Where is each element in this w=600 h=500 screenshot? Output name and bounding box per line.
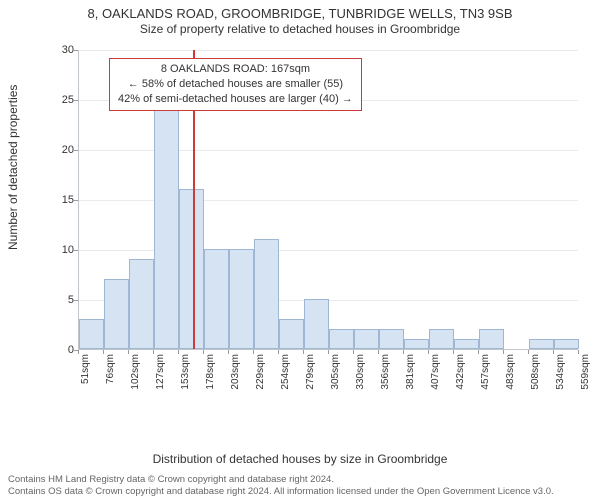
histogram-bar — [554, 339, 579, 349]
x-tick-mark — [328, 350, 329, 354]
x-tick-mark — [228, 350, 229, 354]
y-tick-label: 20 — [50, 144, 74, 156]
x-tick-label: 153sqm — [180, 354, 191, 394]
x-tick-label: 356sqm — [380, 354, 391, 394]
y-axis-label: Number of detached properties — [6, 85, 20, 250]
histogram-bar — [429, 329, 454, 349]
x-tick-mark — [353, 350, 354, 354]
histogram-bar — [279, 319, 304, 349]
x-tick-mark — [78, 350, 79, 354]
histogram-bar — [129, 259, 154, 349]
x-tick-label: 76sqm — [105, 354, 116, 394]
x-tick-label: 508sqm — [530, 354, 541, 394]
x-tick-mark — [178, 350, 179, 354]
histogram-bar — [304, 299, 329, 349]
x-tick-label: 127sqm — [155, 354, 166, 394]
x-tick-label: 534sqm — [555, 354, 566, 394]
y-tick-label: 5 — [50, 294, 74, 306]
y-tick-label: 10 — [50, 244, 74, 256]
x-tick-mark — [553, 350, 554, 354]
title-block: 8, OAKLANDS ROAD, GROOMBRIDGE, TUNBRIDGE… — [0, 0, 600, 36]
x-tick-label: 229sqm — [255, 354, 266, 394]
histogram-bar — [179, 189, 204, 349]
y-tick-label: 15 — [50, 194, 74, 206]
histogram-bar — [229, 249, 254, 349]
x-tick-mark — [428, 350, 429, 354]
footer-attribution: Contains HM Land Registry data © Crown c… — [8, 474, 554, 498]
histogram-bar — [254, 239, 279, 349]
y-tick-label: 0 — [50, 344, 74, 356]
page-title: 8, OAKLANDS ROAD, GROOMBRIDGE, TUNBRIDGE… — [0, 6, 600, 21]
x-tick-mark — [578, 350, 579, 354]
x-tick-mark — [253, 350, 254, 354]
histogram-bar — [454, 339, 479, 349]
annotation-box: 8 OAKLANDS ROAD: 167sqm← 58% of detached… — [109, 58, 362, 111]
x-tick-mark — [303, 350, 304, 354]
x-tick-label: 254sqm — [280, 354, 291, 394]
histogram-bar — [404, 339, 429, 349]
x-tick-label: 483sqm — [505, 354, 516, 394]
footer-line: Contains OS data © Crown copyright and d… — [8, 486, 554, 498]
x-tick-mark — [128, 350, 129, 354]
x-tick-label: 457sqm — [480, 354, 491, 394]
x-tick-mark — [478, 350, 479, 354]
histogram-bar — [329, 329, 354, 349]
x-tick-mark — [453, 350, 454, 354]
x-tick-mark — [103, 350, 104, 354]
footer-line: Contains HM Land Registry data © Crown c… — [8, 474, 554, 486]
histogram-bar — [529, 339, 554, 349]
histogram-bar — [379, 329, 404, 349]
x-tick-label: 51sqm — [80, 354, 91, 394]
chart-area: 0 5 10 15 20 25 30 8 OAKLANDS ROAD: 167sqm← 58… — [50, 44, 578, 404]
x-tick-label: 305sqm — [330, 354, 341, 394]
histogram-bar — [204, 249, 229, 349]
x-tick-mark — [528, 350, 529, 354]
gridline-h — [79, 50, 578, 51]
page-subtitle: Size of property relative to detached ho… — [0, 22, 600, 36]
x-tick-mark — [503, 350, 504, 354]
x-tick-mark — [203, 350, 204, 354]
histogram-bar — [479, 329, 504, 349]
annotation-line: 42% of semi-detached houses are larger (… — [118, 92, 353, 107]
annotation-line: 8 OAKLANDS ROAD: 167sqm — [118, 62, 353, 77]
histogram-bar — [79, 319, 104, 349]
x-tick-label: 178sqm — [205, 354, 216, 394]
x-tick-mark — [278, 350, 279, 354]
x-tick-label: 203sqm — [230, 354, 241, 394]
x-tick-mark — [378, 350, 379, 354]
plot-area: 8 OAKLANDS ROAD: 167sqm← 58% of detached… — [78, 50, 578, 350]
annotation-line: ← 58% of detached houses are smaller (55… — [118, 77, 353, 92]
histogram-bar — [354, 329, 379, 349]
x-tick-label: 279sqm — [305, 354, 316, 394]
histogram-bar — [154, 99, 179, 349]
x-tick-label: 330sqm — [355, 354, 366, 394]
histogram-bar — [104, 279, 129, 349]
x-tick-mark — [403, 350, 404, 354]
x-tick-label: 432sqm — [455, 354, 466, 394]
y-tick-label: 30 — [50, 44, 74, 56]
x-axis-label: Distribution of detached houses by size … — [0, 452, 600, 466]
x-tick-mark — [153, 350, 154, 354]
x-tick-label: 559sqm — [580, 354, 591, 394]
x-tick-label: 102sqm — [130, 354, 141, 394]
y-tick-label: 25 — [50, 94, 74, 106]
x-tick-label: 407sqm — [430, 354, 441, 394]
x-tick-label: 381sqm — [405, 354, 416, 394]
